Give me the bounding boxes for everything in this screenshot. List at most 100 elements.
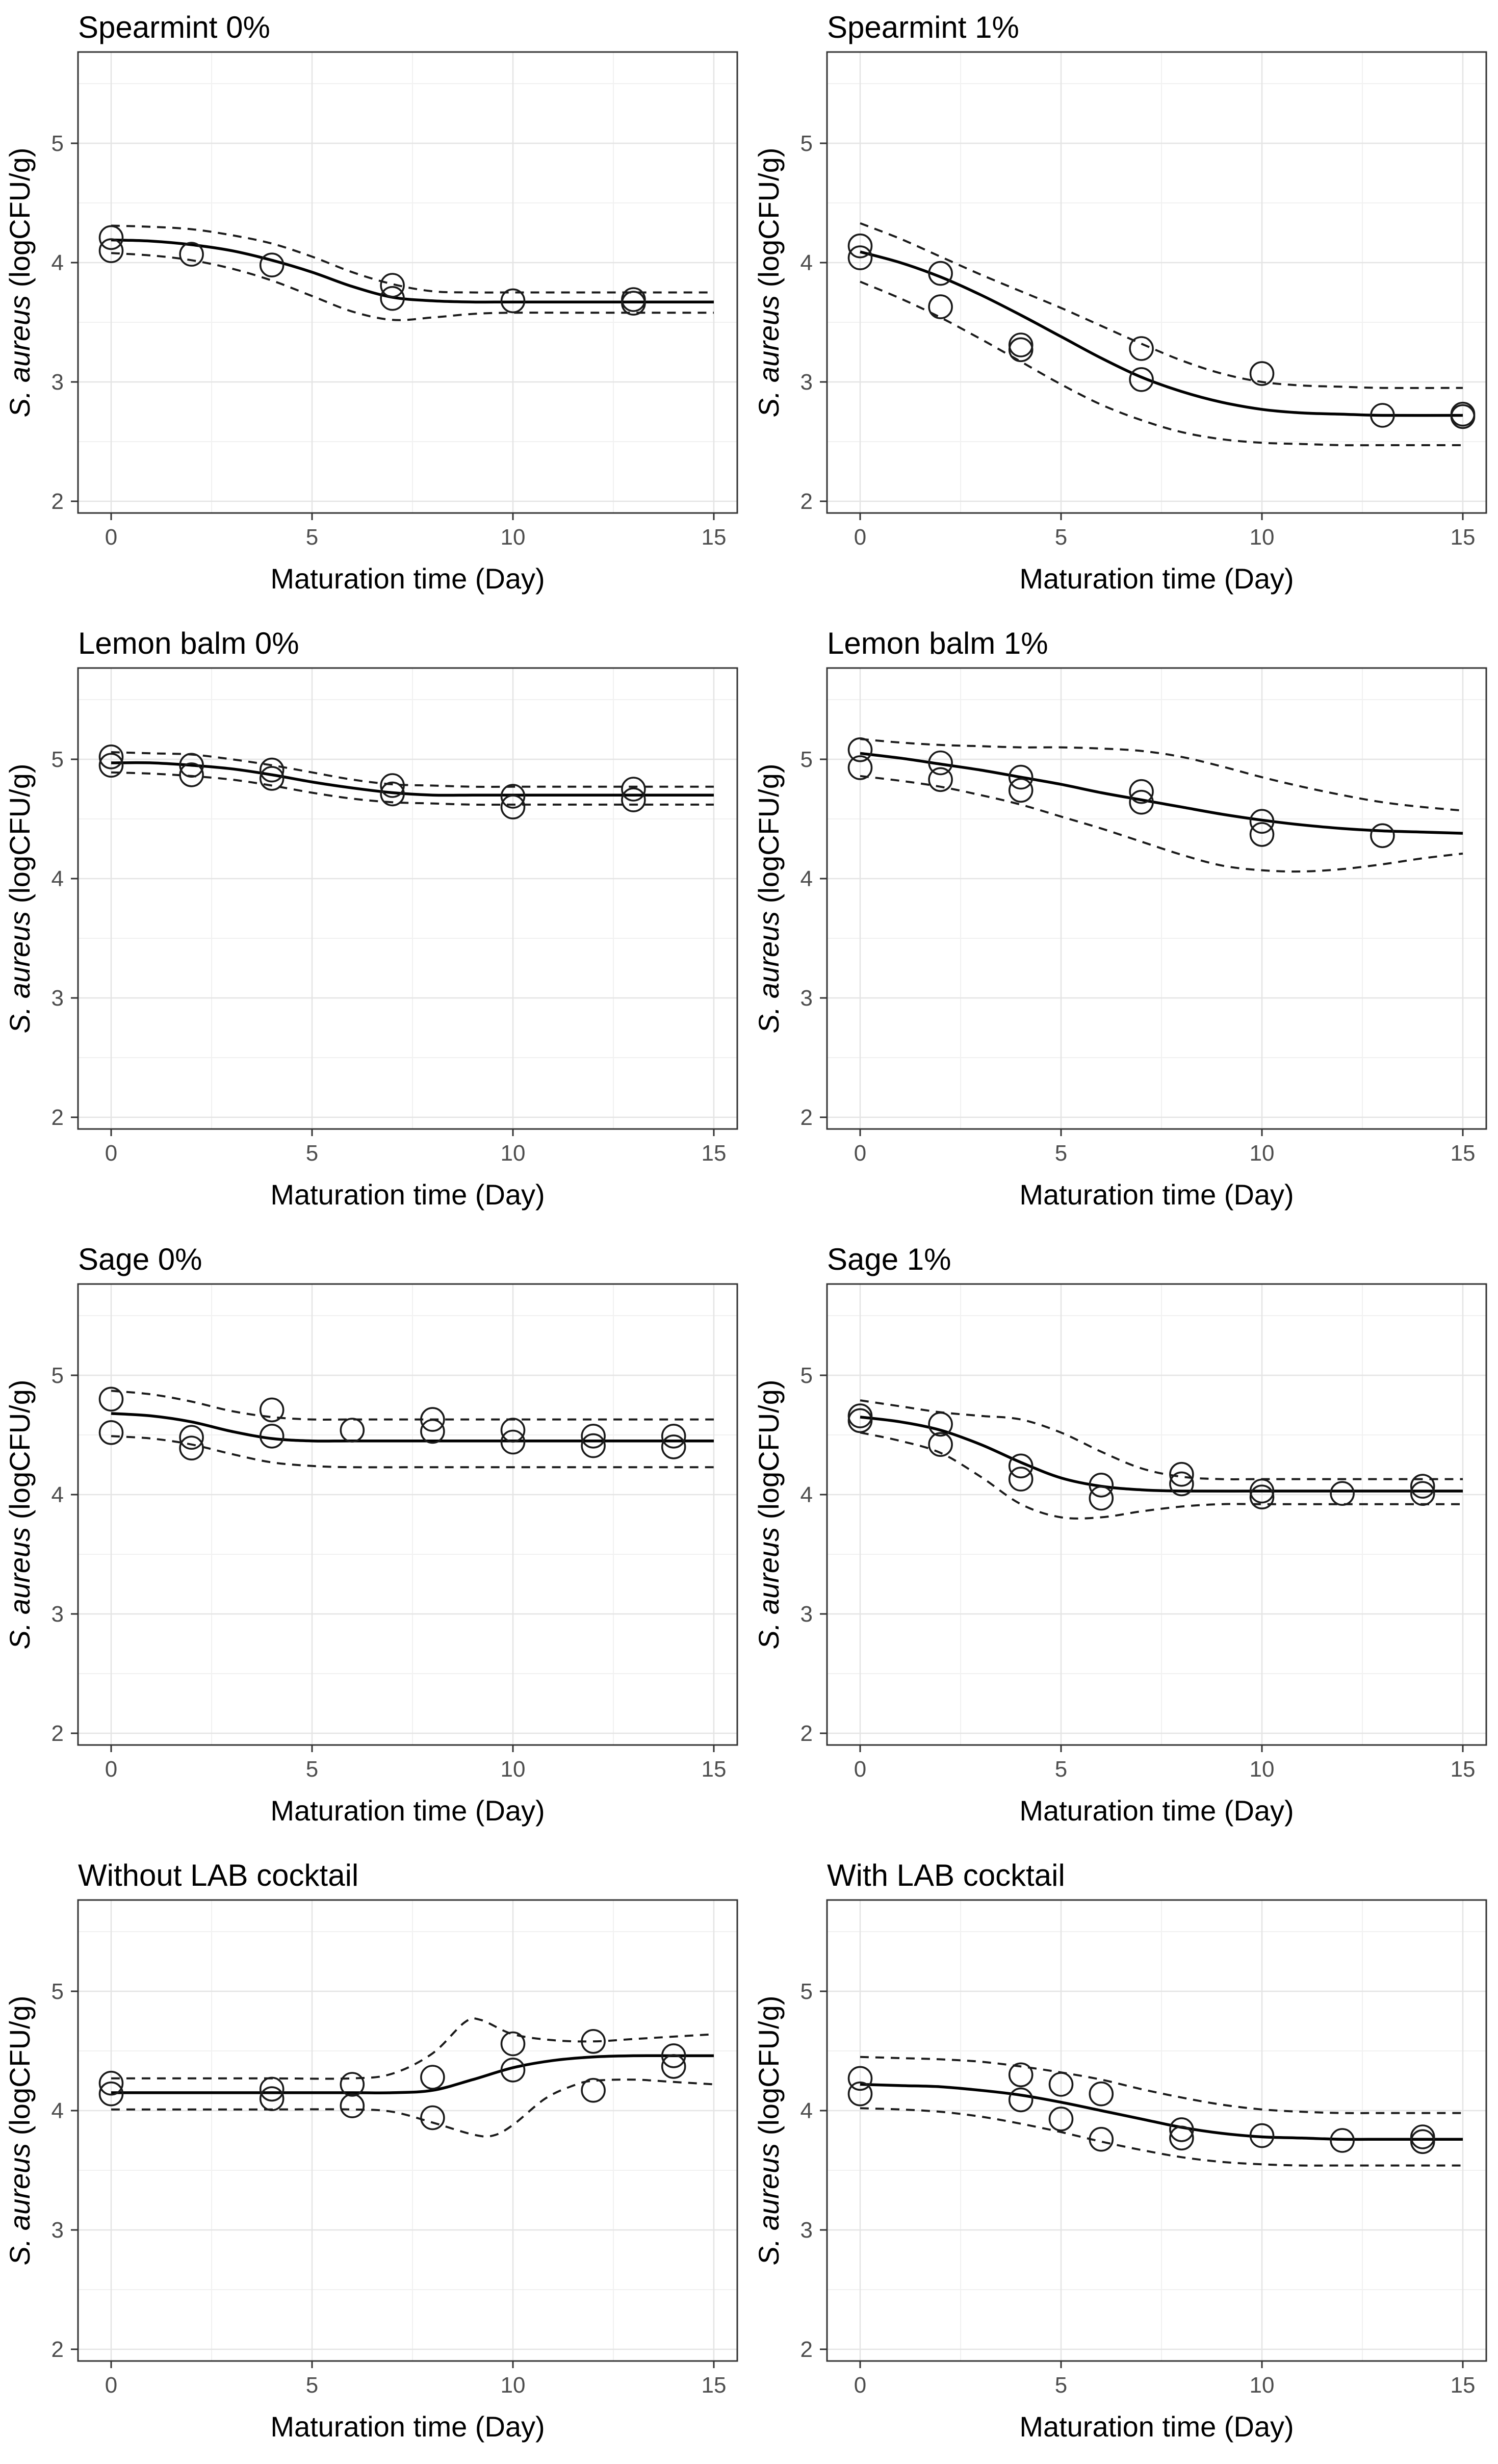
panel-title: Lemon balm 0% [78, 626, 299, 660]
grid-major [78, 1284, 737, 1745]
panel-border [77, 1899, 738, 2362]
y-axis: 2 3 4 5 [800, 131, 827, 514]
data-point [98, 238, 124, 263]
panel-title: Sage 1% [827, 1242, 951, 1276]
x-tick-label: 5 [306, 1141, 318, 1166]
y-tick-label: 2 [51, 2337, 64, 2362]
data-point [1089, 1472, 1114, 1498]
panel-spearmint-1-: 0 5 10 15 2 3 4 5 Maturation time (Day) S. aureus… [749, 0, 1498, 616]
grid-minor [827, 52, 1486, 513]
data-point [179, 1435, 204, 1461]
y-tick-label: 2 [51, 1105, 64, 1130]
plot-background [78, 52, 737, 513]
data-point [928, 1411, 953, 1437]
data-point [340, 2072, 365, 2097]
data-point [259, 766, 285, 791]
y-axis-title: S. aureus (logCFU/g) [4, 1379, 36, 1649]
chart-spearmint-0-: 0 5 10 15 2 3 4 5 Maturation time (Day) S. aureus… [4, 10, 738, 595]
x-tick-label: 5 [1055, 1757, 1067, 1782]
grid-major [827, 668, 1486, 1129]
grid-minor [78, 1900, 737, 2361]
data-point [1008, 2062, 1034, 2088]
data-point [1370, 403, 1395, 428]
data-point [420, 1419, 445, 1444]
data-points [98, 2029, 686, 2131]
x-tick-label: 10 [501, 525, 526, 550]
x-tick-label: 5 [1055, 1141, 1067, 1166]
x-axis-title: Maturation time (Day) [270, 1178, 545, 1211]
x-axis: 0 5 10 15 [854, 1129, 1476, 1166]
x-tick-label: 0 [105, 1141, 117, 1166]
grid-minor [78, 52, 737, 513]
data-point [581, 1433, 606, 1458]
x-axis: 0 5 10 15 [105, 1745, 726, 1782]
data-point [928, 750, 953, 776]
confidence-band-upper [860, 738, 1463, 812]
y-tick-label: 5 [800, 1979, 813, 2004]
panel-border [77, 1283, 738, 1746]
data-point [1249, 2123, 1275, 2148]
data-point [259, 252, 285, 278]
data-point [1330, 1481, 1355, 1506]
data-points [98, 744, 646, 819]
data-point [259, 1423, 285, 1449]
data-point [661, 1434, 686, 1459]
confidence-band-upper [111, 2017, 714, 2080]
y-tick-label: 4 [51, 250, 64, 275]
x-axis-title: Maturation time (Day) [1019, 2410, 1294, 2443]
data-point [380, 286, 405, 311]
data-point [1008, 764, 1034, 790]
y-tick-label: 5 [51, 131, 64, 156]
grid-major [827, 1900, 1486, 2361]
y-tick-label: 3 [800, 370, 813, 395]
data-point [1129, 367, 1154, 392]
data-point [179, 762, 204, 787]
data-point [847, 755, 873, 780]
y-tick-label: 4 [800, 1482, 813, 1507]
x-tick-label: 5 [1055, 525, 1067, 550]
data-point [420, 2065, 445, 2090]
data-point [661, 1423, 686, 1449]
panel-sage-1-: 0 5 10 15 2 3 4 5 Maturation time (Day) S. aureus… [749, 1232, 1498, 1848]
x-axis: 0 5 10 15 [854, 513, 1476, 550]
panel-title: Spearmint 0% [78, 10, 270, 44]
y-axis: 2 3 4 5 [51, 1979, 78, 2362]
x-tick-label: 15 [1451, 1141, 1476, 1166]
panel-border [826, 51, 1487, 514]
x-axis-title: Maturation time (Day) [270, 562, 545, 595]
data-point [847, 245, 873, 270]
x-tick-label: 10 [501, 2373, 526, 2398]
y-axis-title: S. aureus (logCFU/g) [753, 763, 785, 1033]
grid-major [78, 52, 737, 513]
y-tick-label: 5 [51, 1979, 64, 2004]
fit-line [111, 761, 714, 797]
y-tick-label: 5 [51, 1363, 64, 1388]
panel-with-lab-cocktail: 0 5 10 15 2 3 4 5 Maturation time (Day) S. aureus… [749, 1848, 1498, 2464]
y-tick-label: 2 [800, 1721, 813, 1746]
chart-with-lab-cocktail: 0 5 10 15 2 3 4 5 Maturation time (Day) S. aureus… [753, 1858, 1487, 2443]
x-axis-title: Maturation time (Day) [1019, 1178, 1294, 1211]
y-tick-label: 3 [800, 1602, 813, 1627]
y-axis: 2 3 4 5 [800, 747, 827, 1130]
data-point [1169, 2125, 1194, 2151]
y-tick-label: 2 [51, 1721, 64, 1746]
y-axis-title: S. aureus (logCFU/g) [4, 147, 36, 417]
x-tick-label: 15 [1451, 525, 1476, 550]
plot-background [827, 1284, 1486, 1745]
plot-background [827, 668, 1486, 1129]
x-axis: 0 5 10 15 [854, 2361, 1475, 2398]
data-points [847, 1403, 1435, 1511]
y-axis: 2 3 4 5 [51, 747, 78, 1130]
chart-without-lab-cocktail: 0 5 10 15 2 3 4 5 Maturation time (Day) S. aureus… [4, 1858, 738, 2443]
data-point [1169, 1461, 1194, 1487]
y-tick-label: 5 [51, 747, 64, 772]
panel-lemon-balm-1-: 0 5 10 15 2 3 4 5 Maturation time (Day) S. aureus… [749, 616, 1498, 1232]
confidence-band-lower [111, 2078, 714, 2138]
data-point [98, 1420, 124, 1445]
x-tick-label: 15 [702, 525, 727, 550]
data-point [179, 1425, 204, 1450]
x-tick-label: 0 [854, 2373, 866, 2398]
x-tick-label: 15 [1451, 1757, 1476, 1782]
data-point [380, 273, 405, 298]
data-point [340, 2093, 365, 2118]
